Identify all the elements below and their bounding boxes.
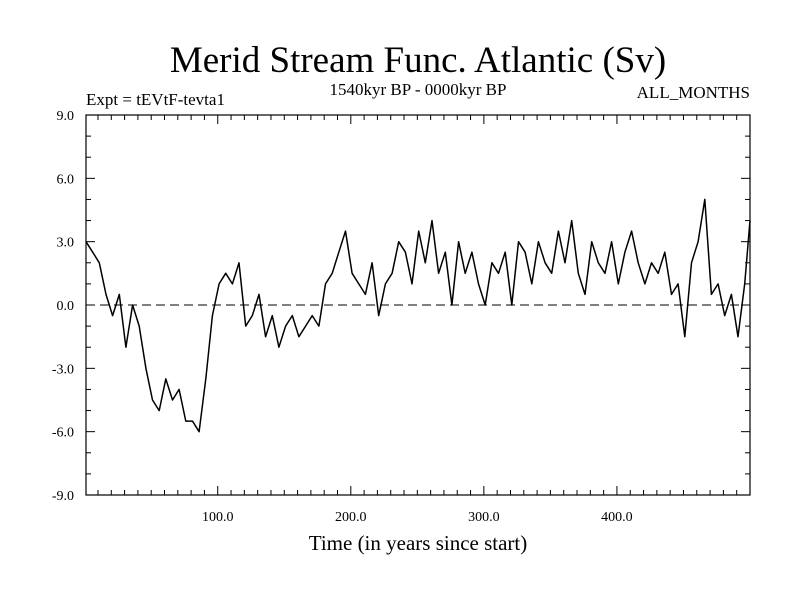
axis-tick-labels: 100.0 200.0 300.0 400.0 -9.0 -6.0 -3.0 0.0 3.0 6.…	[52, 109, 633, 525]
y-tick-label: 0.0	[57, 299, 75, 314]
x-axis-label: Time (in years since start)	[309, 531, 528, 555]
chart-title: Merid Stream Func. Atlantic (Sv)	[170, 40, 666, 81]
subtitle-time-range: 1540kyr BP - 0000kyr BP	[330, 80, 507, 99]
x-tick-label: 400.0	[601, 510, 633, 525]
subtitle-months: ALL_MONTHS	[637, 83, 750, 102]
series-line	[85, 198, 751, 433]
y-tick-label: -6.0	[52, 426, 74, 441]
y-tick-label: -3.0	[52, 362, 74, 377]
subtitle-experiment: Expt = tEVtF-tevta1	[86, 90, 225, 109]
axis-ticks	[86, 115, 750, 495]
x-tick-label: 200.0	[335, 510, 367, 525]
y-tick-label: 3.0	[57, 236, 75, 251]
y-tick-label: 6.0	[57, 172, 75, 187]
x-tick-label: 300.0	[468, 510, 500, 525]
y-tick-label: 9.0	[57, 109, 75, 124]
y-tick-label: -9.0	[52, 489, 74, 504]
x-tick-label: 100.0	[202, 510, 234, 525]
